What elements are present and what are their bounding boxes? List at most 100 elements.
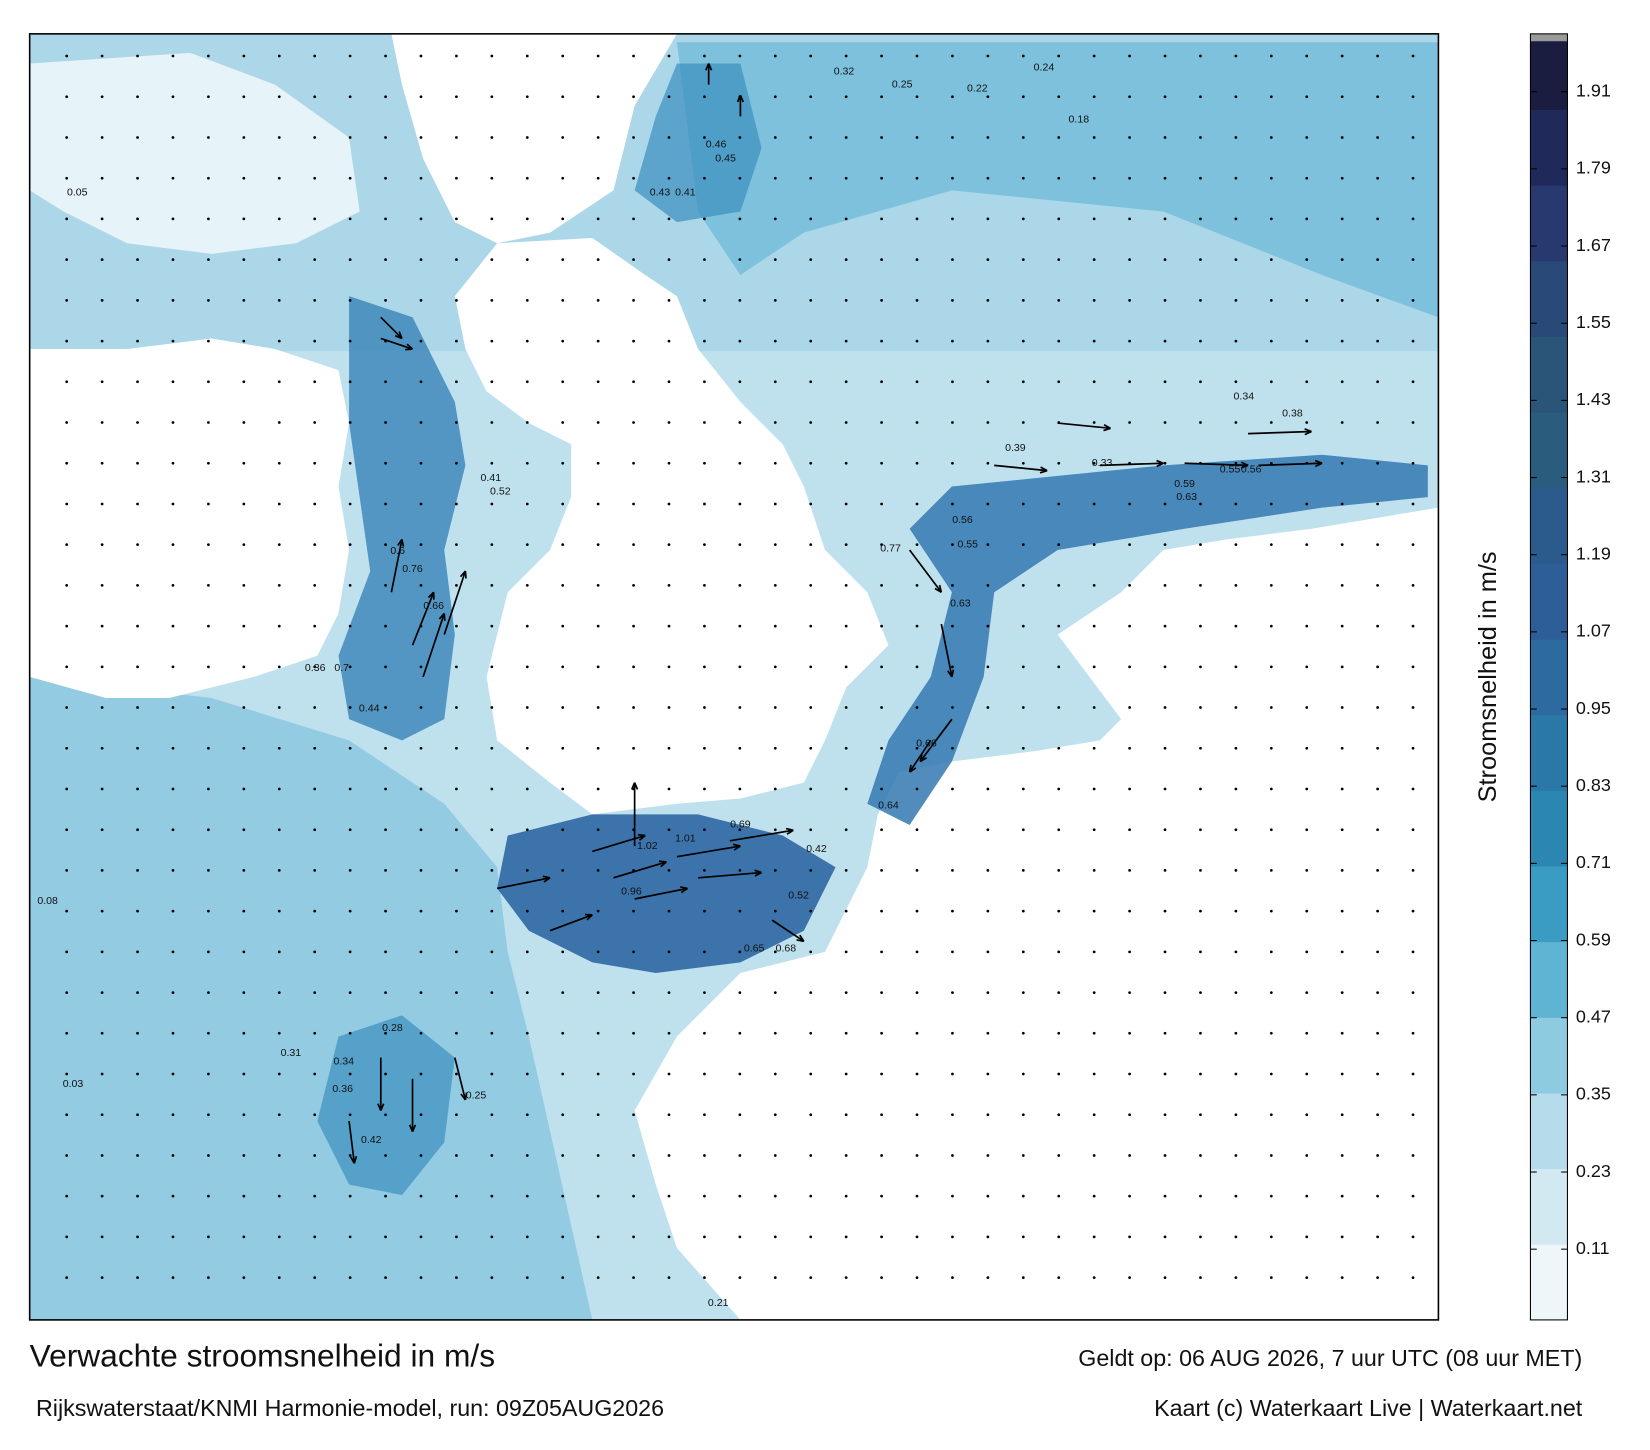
current-arrow: [380, 316, 403, 340]
grid-dot: [490, 706, 494, 709]
grid-dot: [738, 991, 742, 994]
grid-dot: [596, 136, 600, 139]
grid-dot: [277, 461, 281, 465]
grid-dot: [667, 461, 671, 465]
grid-dot: [1021, 828, 1025, 832]
grid-dot: [1234, 339, 1238, 343]
grid-dot: [1376, 1194, 1379, 1198]
grid-dot: [809, 665, 813, 669]
current-arrow: [908, 549, 943, 593]
grid-dot: [951, 1031, 954, 1035]
grid-dot: [348, 991, 352, 994]
grid-dot: [525, 461, 529, 465]
colorbar-tick-label: 0.11: [1576, 1238, 1610, 1258]
grid-dot: [773, 950, 777, 954]
grid-dot: [1163, 176, 1167, 180]
grid-dot: [1340, 706, 1344, 709]
channel: [497, 814, 836, 974]
grid-dot: [525, 909, 529, 913]
credit: Kaart (c) Waterkaart Live | Waterkaart.n…: [1154, 1395, 1583, 1421]
grid-dot: [844, 1072, 848, 1076]
grid-dot: [632, 584, 635, 587]
grid-dot: [490, 1235, 494, 1239]
speed-label: 0.56: [1241, 463, 1262, 475]
grid-dot: [915, 991, 919, 994]
grid-dot: [1092, 461, 1096, 465]
grid-dot: [136, 1235, 139, 1239]
grid-dot: [207, 502, 210, 506]
grid-dot: [915, 543, 919, 547]
grid-dot: [1376, 624, 1379, 628]
grid-dot: [1092, 380, 1096, 384]
grid-dot: [773, 298, 777, 302]
grid-dot: [809, 991, 813, 994]
grid-dot: [1411, 1154, 1415, 1157]
grid-dot: [100, 217, 104, 221]
grid-dot: [880, 339, 883, 343]
arrow-head: [377, 1103, 385, 1111]
current-arrow: [1057, 422, 1111, 430]
grid-dot: [171, 1031, 175, 1035]
grid-dot: [1092, 1235, 1096, 1239]
grid-dot: [65, 665, 69, 669]
grid-dot: [1269, 584, 1273, 587]
grid-dot: [1305, 584, 1309, 587]
grid-dot: [667, 136, 671, 139]
grid-dot: [561, 543, 565, 547]
grid-dot: [1234, 1194, 1238, 1198]
grid-dot: [65, 380, 69, 384]
grid-dot: [1092, 950, 1096, 954]
grid-dot: [915, 380, 919, 384]
grid-dot: [525, 54, 529, 58]
grid-dot: [171, 584, 175, 587]
grid-dot: [844, 909, 848, 913]
grid-dot: [703, 624, 706, 628]
grid-dot: [986, 217, 990, 221]
grid-dot: [1411, 298, 1415, 302]
source-text: Rijkswaterstaat/KNMI Harmonie-model, run…: [36, 1395, 664, 1421]
grid-dot: [986, 787, 990, 791]
grid-dot: [1199, 584, 1202, 587]
grid-dot: [703, 461, 706, 465]
grid-dot: [844, 1194, 848, 1198]
grid-dot: [348, 787, 352, 791]
grid-dot: [632, 176, 635, 180]
grid-dot: [525, 584, 529, 587]
grid-dot: [738, 746, 742, 750]
grid-dot: [1234, 1235, 1238, 1239]
grid-dot: [1340, 1072, 1344, 1076]
grid-dot: [313, 543, 317, 547]
grid-dot: [951, 869, 954, 872]
grid-dot: [809, 706, 813, 709]
grid-dot: [1269, 991, 1273, 994]
grid-dot: [1305, 421, 1309, 424]
arrow-head: [438, 612, 446, 621]
grid-dot: [419, 339, 423, 343]
grid-dot: [348, 665, 352, 669]
arrow-head: [947, 669, 955, 678]
current-arrow: [729, 829, 794, 842]
grid-dot: [844, 665, 848, 669]
current-arrow: [698, 871, 762, 879]
speed-label: 0.66: [916, 737, 937, 749]
grid-dot: [242, 950, 246, 954]
arrow-head: [1039, 466, 1048, 474]
grid-dot: [1269, 1235, 1273, 1239]
grid-dot: [65, 746, 69, 750]
current-arrow: [1258, 462, 1323, 467]
grid-dot: [809, 584, 813, 587]
grid-dot: [419, 1113, 423, 1117]
grid-dot: [632, 543, 635, 547]
grid-dot: [171, 1113, 175, 1117]
grid-dot: [986, 706, 990, 709]
grid-dot: [384, 1276, 387, 1279]
grid-dot: [596, 380, 600, 384]
grid-dot: [207, 1276, 210, 1279]
grid-dot: [738, 1031, 742, 1035]
land: [391, 33, 677, 244]
grid-dot: [667, 298, 671, 302]
grid-dot: [136, 1113, 139, 1117]
grid-dot: [65, 1235, 69, 1239]
grid-dot: [880, 421, 883, 424]
current-arrow: [380, 337, 413, 350]
